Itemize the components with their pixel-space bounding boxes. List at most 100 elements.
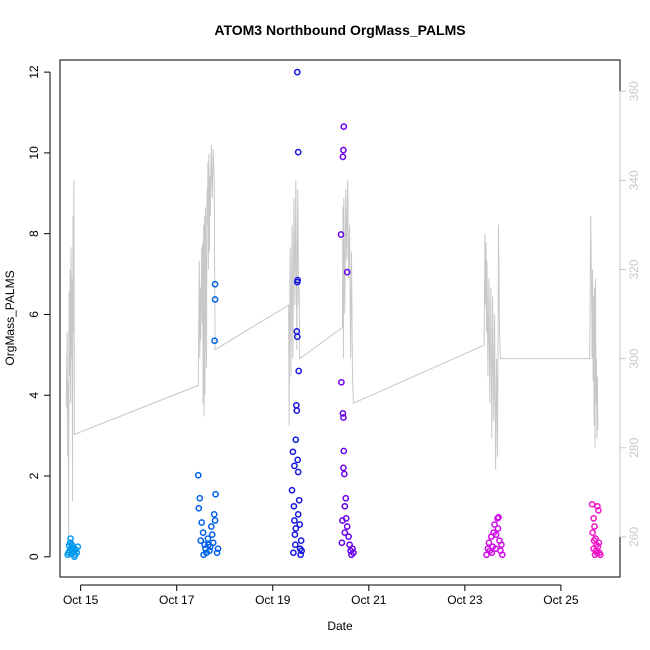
data-point xyxy=(211,280,219,288)
data-point xyxy=(594,502,601,510)
data-point xyxy=(289,448,297,456)
data-point xyxy=(205,541,212,549)
plot-area xyxy=(59,59,621,578)
data-point xyxy=(298,547,305,555)
y-tick-label: 4 xyxy=(27,392,41,399)
data-point xyxy=(294,276,302,284)
series-3 xyxy=(288,68,305,559)
y2-tick-label: 340 xyxy=(627,170,641,190)
data-point xyxy=(294,511,302,518)
data-point xyxy=(341,502,349,510)
data-point xyxy=(292,401,300,409)
x-tick-label: Oct 15 xyxy=(63,593,99,607)
data-point xyxy=(207,523,215,530)
data-point xyxy=(293,328,301,335)
data-point xyxy=(342,515,350,522)
y2-tick-label: 260 xyxy=(627,527,641,547)
data-point xyxy=(349,545,356,553)
data-point xyxy=(66,547,73,555)
data-point xyxy=(339,153,347,161)
y2-tick-label: 320 xyxy=(627,259,641,279)
data-point xyxy=(206,547,213,555)
y-tick-label: 0 xyxy=(27,553,41,560)
data-point xyxy=(340,464,347,472)
data-point xyxy=(343,268,351,276)
data-point xyxy=(211,517,219,524)
secondary-series-line xyxy=(65,144,599,537)
data-point xyxy=(208,531,216,538)
data-point xyxy=(485,539,493,547)
data-point xyxy=(288,486,296,494)
data-point xyxy=(294,456,302,464)
y-tick-label: 10 xyxy=(27,146,41,160)
data-point xyxy=(292,436,300,444)
data-point xyxy=(293,68,301,76)
y-tick-label: 2 xyxy=(27,472,41,479)
axes-layer: 0 2 4 6 8 10 12 Oct 15 Oct 17 Oct 19 Oct 21 Oct 23 O… xyxy=(27,65,641,607)
data-point xyxy=(212,490,219,498)
data-point xyxy=(492,545,499,553)
data-point xyxy=(74,543,82,551)
data-point xyxy=(341,529,349,536)
data-point xyxy=(291,541,299,549)
data-point xyxy=(291,531,299,538)
data-point xyxy=(297,537,305,544)
data-point xyxy=(338,539,346,547)
data-point xyxy=(498,551,506,559)
data-point xyxy=(594,543,602,551)
data-point xyxy=(198,519,206,526)
data-point xyxy=(295,367,303,375)
y2-tick-label: 360 xyxy=(627,81,641,101)
data-point xyxy=(294,148,302,156)
data-point xyxy=(483,551,490,559)
series-4 xyxy=(337,123,357,559)
data-point xyxy=(294,468,302,476)
data-point xyxy=(340,447,348,455)
data-point xyxy=(297,551,304,559)
y-tick-label: 8 xyxy=(27,230,41,237)
data-point xyxy=(591,523,598,530)
y2-tick-label: 300 xyxy=(627,348,641,368)
y-tick-label: 6 xyxy=(27,311,41,318)
data-point xyxy=(213,549,221,557)
data-point xyxy=(197,537,205,544)
series-1 xyxy=(64,535,82,561)
data-point xyxy=(71,553,78,561)
data-point xyxy=(596,551,604,559)
data-point xyxy=(290,549,297,557)
data-point xyxy=(210,511,218,518)
x-axis-label: Date xyxy=(327,619,353,633)
x-tick-label: Oct 17 xyxy=(159,593,195,607)
data-point xyxy=(342,494,350,502)
data-point xyxy=(67,535,74,542)
y-axis-label: OrgMass_PALMS xyxy=(3,270,17,365)
data-point xyxy=(200,551,207,559)
data-point xyxy=(199,529,207,536)
data-point xyxy=(290,502,298,510)
data-point xyxy=(350,549,357,557)
data-point xyxy=(291,517,298,524)
y2-tick-label: 280 xyxy=(627,437,641,457)
series-2 xyxy=(194,280,222,559)
data-point xyxy=(214,545,222,553)
data-point xyxy=(68,541,76,549)
data-point xyxy=(201,541,208,549)
data-point xyxy=(295,496,303,504)
data-point xyxy=(589,529,596,536)
data-point xyxy=(194,471,202,479)
data-point xyxy=(498,541,505,549)
data-point xyxy=(338,378,345,386)
series-5 xyxy=(483,513,506,559)
y-tick-label: 12 xyxy=(27,65,41,79)
data-point xyxy=(292,525,300,532)
data-point xyxy=(590,515,597,522)
chart-title: ATOM3 Northbound OrgMass_PALMS xyxy=(214,22,465,38)
x-tick-label: Oct 23 xyxy=(447,593,483,607)
data-point xyxy=(345,533,352,540)
x-tick-label: Oct 21 xyxy=(351,593,387,607)
data-point xyxy=(296,521,304,528)
data-point xyxy=(293,407,301,414)
data-point xyxy=(211,337,218,345)
data-point xyxy=(340,146,347,154)
